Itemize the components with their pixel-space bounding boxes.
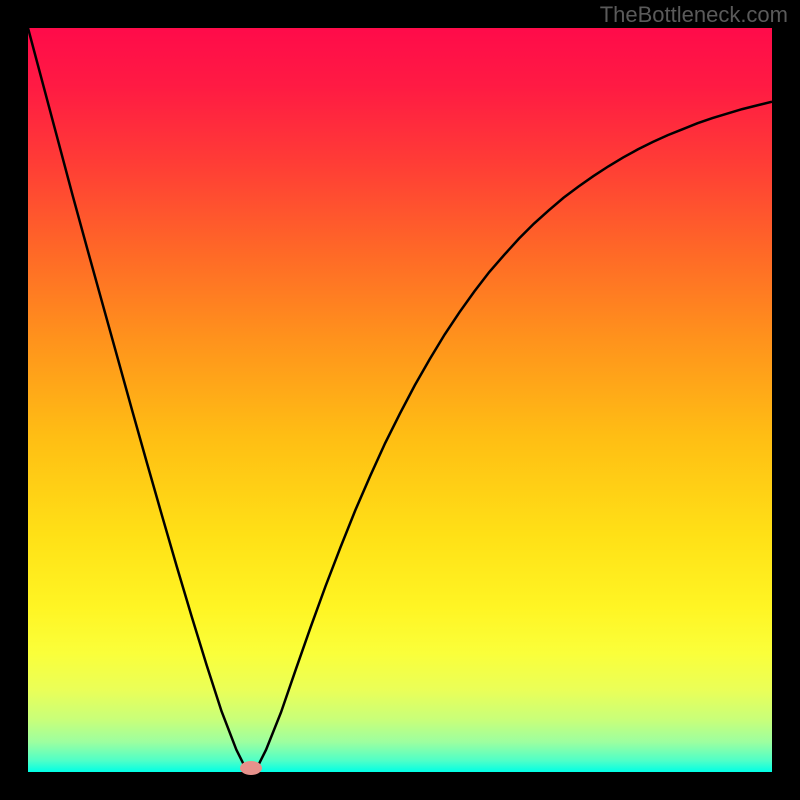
bottleneck-curve (28, 28, 772, 772)
bottleneck-chart (28, 28, 772, 772)
minimum-marker (240, 761, 262, 775)
watermark-text: TheBottleneck.com (600, 2, 788, 28)
